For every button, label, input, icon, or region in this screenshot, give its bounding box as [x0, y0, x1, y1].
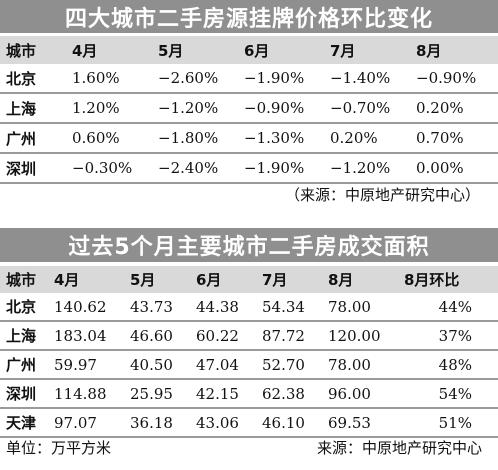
header-city: 城市: [0, 36, 70, 64]
table-row: 广州 59.97 40.50 47.04 52.70 78.00 48%: [0, 350, 498, 380]
value-cell: −0.90%: [242, 93, 328, 124]
value-cell: 78.00: [328, 350, 404, 380]
value-cell: 36.18: [130, 408, 196, 438]
value-cell: 0.00%: [414, 153, 498, 184]
value-cell: 120.00: [328, 321, 404, 351]
transaction-area-table: 城市 4月 5月 6月 7月 8月 8月环比 北京 140.62 43.73 4…: [0, 266, 498, 438]
table-row: 深圳 −0.30% −2.40% −1.90% −1.20% 0.00%: [0, 153, 498, 184]
city-cell: 天津: [0, 408, 54, 438]
header-may: 5月: [156, 36, 242, 64]
mom-cell: 37%: [404, 321, 498, 351]
header-jun: 6月: [242, 36, 328, 64]
value-cell: 0.70%: [414, 123, 498, 154]
header-jul: 7月: [328, 36, 414, 64]
value-cell: 43.73: [130, 293, 196, 322]
value-cell: −0.70%: [328, 93, 414, 124]
value-cell: −1.40%: [328, 64, 414, 94]
value-cell: 62.38: [262, 379, 328, 409]
value-cell: 96.00: [328, 379, 404, 409]
value-cell: −0.90%: [414, 64, 498, 94]
value-cell: 52.70: [262, 350, 328, 380]
value-cell: 46.60: [130, 321, 196, 351]
header-jul: 7月: [262, 266, 328, 293]
value-cell: −2.40%: [156, 153, 242, 184]
mom-cell: 48%: [404, 350, 498, 380]
mom-cell: 44%: [404, 293, 498, 322]
value-cell: −1.30%: [242, 123, 328, 154]
value-cell: 44.38: [196, 293, 262, 322]
table1-header-row: 城市 4月 5月 6月 7月 8月: [0, 36, 498, 64]
header-jun: 6月: [196, 266, 262, 293]
value-cell: 0.20%: [328, 123, 414, 154]
value-cell: −1.20%: [328, 153, 414, 184]
value-cell: 183.04: [54, 321, 130, 351]
table1-source: （来源：中原地产研究中心）: [284, 186, 480, 204]
value-cell: 140.62: [54, 293, 130, 322]
value-cell: 60.22: [196, 321, 262, 351]
value-cell: −0.30%: [70, 153, 156, 184]
header-city: 城市: [0, 266, 54, 293]
city-cell: 广州: [0, 123, 70, 154]
value-cell: 25.95: [130, 379, 196, 409]
table-row: 广州 0.60% −1.80% −1.30% 0.20% 0.70%: [0, 123, 498, 154]
value-cell: 42.15: [196, 379, 262, 409]
value-cell: −1.80%: [156, 123, 242, 154]
value-cell: −1.90%: [242, 153, 328, 184]
table2-title: 过去5个月主要城市二手房成交面积: [0, 228, 498, 262]
value-cell: 87.72: [262, 321, 328, 351]
value-cell: 0.60%: [70, 123, 156, 154]
city-cell: 深圳: [0, 153, 70, 184]
unit-note: 单位：万平方米: [6, 439, 112, 457]
table-row: 北京 140.62 43.73 44.38 54.34 78.00 44%: [0, 293, 498, 322]
value-cell: 1.20%: [70, 93, 156, 124]
city-cell: 广州: [0, 350, 54, 380]
value-cell: 1.60%: [70, 64, 156, 94]
mom-cell: 51%: [404, 408, 498, 438]
table-row: 上海 1.20% −1.20% −0.90% −0.70% 0.20%: [0, 93, 498, 124]
value-cell: 59.97: [54, 350, 130, 380]
price-change-table: 城市 4月 5月 6月 7月 8月 北京 1.60% −2.60% −1.90%…: [0, 36, 498, 184]
value-cell: −1.90%: [242, 64, 328, 94]
value-cell: 69.53: [328, 408, 404, 438]
table2-source: 来源：中原地产研究中心: [316, 439, 482, 457]
table-row: 深圳 114.88 25.95 42.15 62.38 96.00 54%: [0, 379, 498, 409]
table2-header-row: 城市 4月 5月 6月 7月 8月 8月环比: [0, 266, 498, 293]
header-may: 5月: [130, 266, 196, 293]
value-cell: 43.06: [196, 408, 262, 438]
header-aug: 8月: [328, 266, 404, 293]
table-row: 上海 183.04 46.60 60.22 87.72 120.00 37%: [0, 321, 498, 351]
value-cell: 78.00: [328, 293, 404, 322]
value-cell: 47.04: [196, 350, 262, 380]
mom-cell: 54%: [404, 379, 498, 409]
city-cell: 北京: [0, 64, 70, 94]
city-cell: 上海: [0, 93, 70, 124]
header-aug: 8月: [414, 36, 498, 64]
value-cell: 0.20%: [414, 93, 498, 124]
value-cell: 114.88: [54, 379, 130, 409]
value-cell: −2.60%: [156, 64, 242, 94]
value-cell: 46.10: [262, 408, 328, 438]
city-cell: 深圳: [0, 379, 54, 409]
table-row: 天津 97.07 36.18 43.06 46.10 69.53 51%: [0, 408, 498, 438]
city-cell: 北京: [0, 293, 54, 322]
header-apr: 4月: [54, 266, 130, 293]
table-row: 北京 1.60% −2.60% −1.90% −1.40% −0.90%: [0, 64, 498, 94]
header-aug-mom: 8月环比: [404, 266, 498, 293]
value-cell: 40.50: [130, 350, 196, 380]
value-cell: 54.34: [262, 293, 328, 322]
table1-title: 四大城市二手房源挂牌价格环比变化: [0, 0, 498, 33]
header-apr: 4月: [70, 36, 156, 64]
city-cell: 上海: [0, 321, 54, 351]
value-cell: −1.20%: [156, 93, 242, 124]
value-cell: 97.07: [54, 408, 130, 438]
